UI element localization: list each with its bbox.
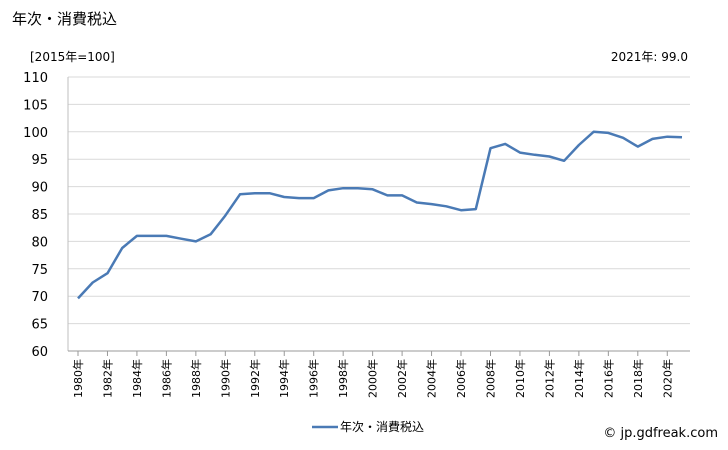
latest-value-label: 2021年: 99.0 xyxy=(610,50,688,64)
series-line xyxy=(77,130,683,300)
x-tick-label: 1992年 xyxy=(248,359,262,398)
y-tick-label: 105 xyxy=(23,98,48,113)
y-tick-label: 65 xyxy=(31,318,48,333)
x-tick-label: 2002年 xyxy=(395,359,409,398)
y-tick-label: 95 xyxy=(31,153,48,168)
x-tick-label: 2018年 xyxy=(631,359,645,398)
chart-title: 年次・消費税込 xyxy=(12,10,118,28)
y-tick-label: 70 xyxy=(31,290,48,305)
y-tick-label: 85 xyxy=(31,208,48,223)
x-tick-label: 2008年 xyxy=(483,359,497,398)
x-tick-label: 2012年 xyxy=(542,359,556,398)
source-credit: © jp.gdfreak.com xyxy=(603,426,718,441)
x-tick-label: 2010年 xyxy=(513,359,527,398)
x-tick-label: 1994年 xyxy=(277,359,291,398)
x-tick-label: 1986年 xyxy=(159,359,173,398)
legend-label: 年次・消費税込 xyxy=(340,419,424,434)
x-tick-label: 2000年 xyxy=(366,359,380,398)
x-axis-ticks: 1980年 1982年 1984年 1986年 1988年 1990年 1992年 1994年… xyxy=(71,351,674,398)
x-tick-label: 2016年 xyxy=(601,359,615,398)
series-layer xyxy=(77,130,683,300)
x-tick-label: 2014年 xyxy=(572,359,586,398)
x-tick-label: 1980年 xyxy=(71,359,85,398)
unit-label: [2015年=100] xyxy=(30,50,115,64)
x-tick-label: 2004年 xyxy=(425,359,439,398)
x-tick-label: 1990年 xyxy=(218,359,232,398)
x-tick-label: 2020年 xyxy=(660,359,674,398)
y-tick-label: 60 xyxy=(31,345,48,360)
x-tick-label: 1996年 xyxy=(307,359,321,398)
y-tick-label: 110 xyxy=(23,71,48,86)
y-tick-label: 90 xyxy=(31,181,48,196)
legend: 年次・消費税込 xyxy=(312,419,424,434)
y-axis-ticks: 60 65 70 75 80 85 90 95 100 105 110 xyxy=(23,71,48,360)
y-tick-label: 100 xyxy=(23,126,48,141)
y-tick-label: 80 xyxy=(31,235,48,250)
x-tick-label: 2006年 xyxy=(454,359,468,398)
x-tick-label: 1998年 xyxy=(336,359,350,398)
axes xyxy=(67,77,690,352)
y-tick-label: 75 xyxy=(31,263,48,278)
grid-lines xyxy=(68,76,690,325)
x-tick-label: 1984年 xyxy=(130,359,144,398)
x-tick-label: 1988年 xyxy=(189,359,203,398)
x-tick-label: 1982年 xyxy=(100,359,114,398)
